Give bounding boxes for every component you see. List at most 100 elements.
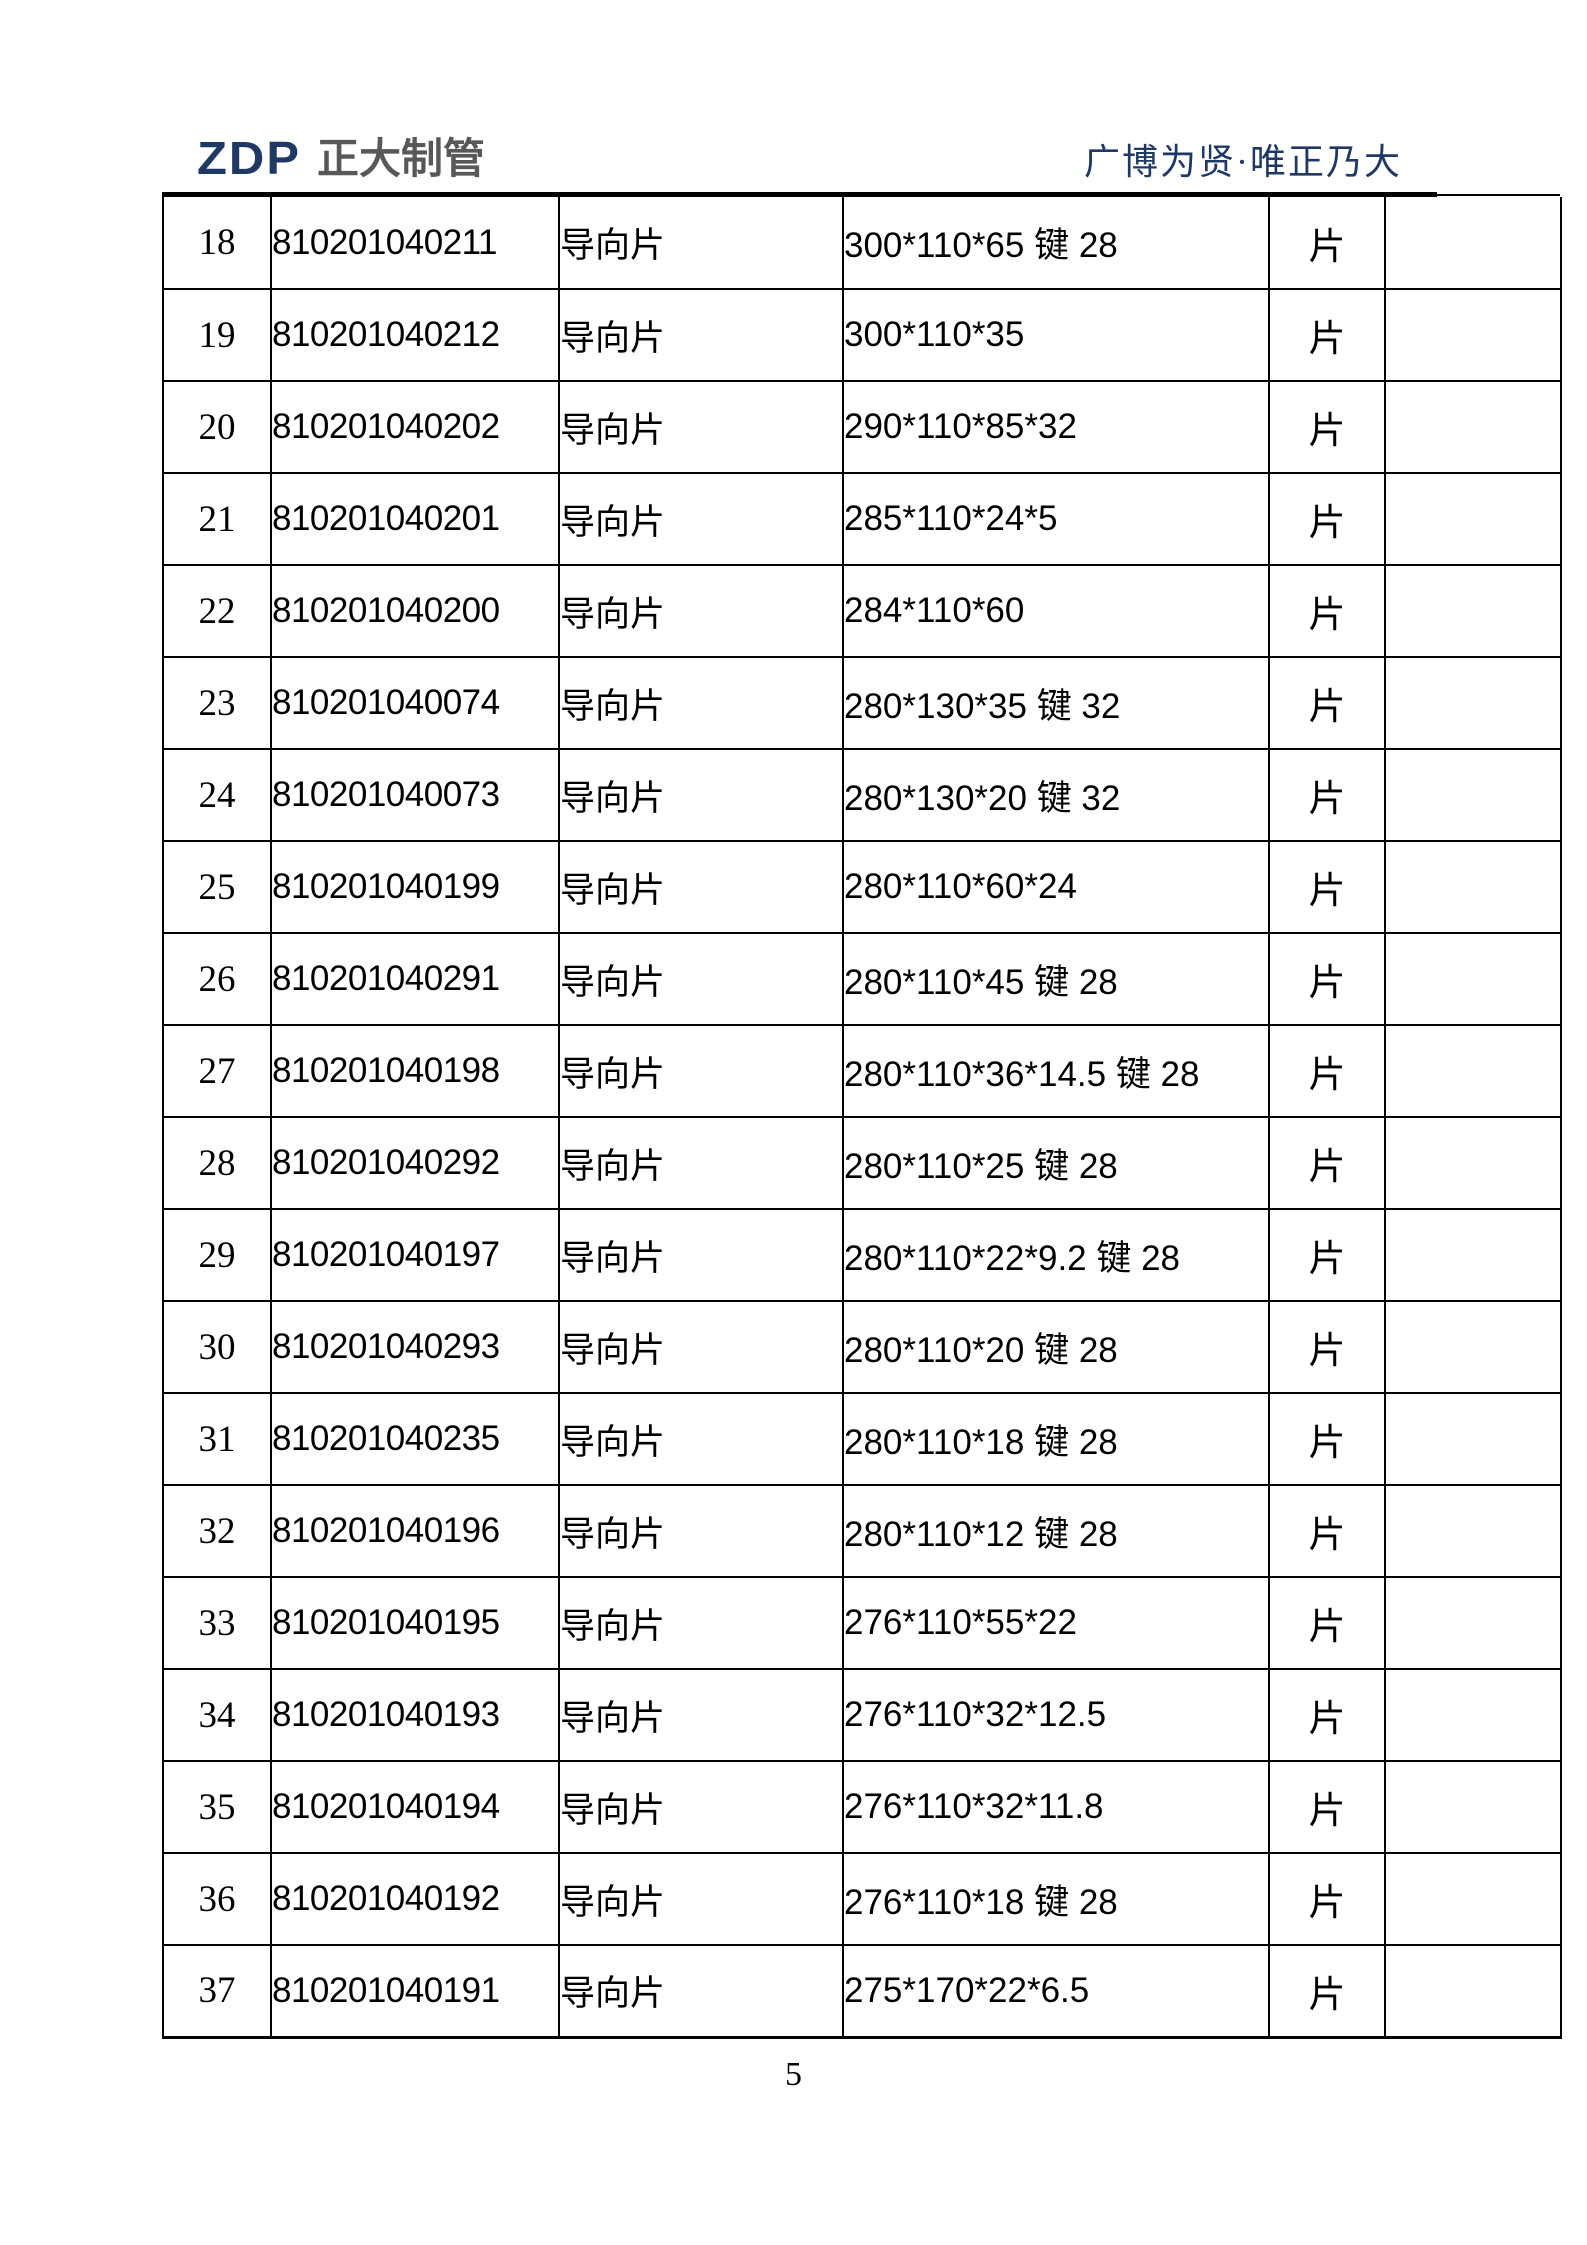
table-top-border-thin [1437, 194, 1560, 196]
remark-cell [1384, 1300, 1562, 1394]
part-spec-cell: 280*110*25 键 28 [842, 1116, 1270, 1210]
part-code-cell: 810201040201 [270, 472, 560, 566]
part-spec-cell: 284*110*60 [842, 564, 1270, 658]
part-spec-cell: 300*110*65 键 28 [842, 197, 1270, 290]
table-row: 32 810201040196 导向片 280*110*12 键 28 片 [162, 1484, 1562, 1578]
row-number-cell: 33 [162, 1576, 272, 1670]
part-code-cell: 810201040211 [270, 197, 560, 290]
table-row: 23 810201040074 导向片 280*130*35 键 32 片 [162, 656, 1562, 750]
part-spec-cell: 280*110*20 键 28 [842, 1300, 1270, 1394]
table-row: 37 810201040191 导向片 275*170*22*6.5 片 [162, 1944, 1562, 2039]
remark-cell [1384, 1576, 1562, 1670]
unit-cell: 片 [1268, 1024, 1386, 1118]
table-row: 33 810201040195 导向片 276*110*55*22 片 [162, 1576, 1562, 1670]
remark-cell [1384, 748, 1562, 842]
part-name-cell: 导向片 [558, 288, 844, 382]
part-spec-cell: 280*110*18 键 28 [842, 1392, 1270, 1486]
unit-cell: 片 [1268, 380, 1386, 474]
part-name-cell: 导向片 [558, 1944, 844, 2039]
remark-cell [1384, 197, 1562, 290]
part-spec-cell: 276*110*55*22 [842, 1576, 1270, 1670]
remark-cell [1384, 1024, 1562, 1118]
part-code-cell: 810201040195 [270, 1576, 560, 1670]
unit-cell: 片 [1268, 840, 1386, 934]
table-row: 28 810201040292 导向片 280*110*25 键 28 片 [162, 1116, 1562, 1210]
company-slogan: 广博为贤·唯正乃大 [1084, 142, 1402, 182]
table-row: 25 810201040199 导向片 280*110*60*24 片 [162, 840, 1562, 934]
row-number-cell: 30 [162, 1300, 272, 1394]
part-name-cell: 导向片 [558, 564, 844, 658]
table-row: 35 810201040194 导向片 276*110*32*11.8 片 [162, 1760, 1562, 1854]
parts-table: 18 810201040211 导向片 300*110*65 键 28 片 19… [162, 197, 1562, 2039]
table-top-border-thick [162, 192, 1437, 197]
part-spec-cell: 276*110*18 键 28 [842, 1852, 1270, 1946]
row-number-cell: 21 [162, 472, 272, 566]
part-name-cell: 导向片 [558, 1668, 844, 1762]
table-row: 21 810201040201 导向片 285*110*24*5 片 [162, 472, 1562, 566]
row-number-cell: 25 [162, 840, 272, 934]
part-spec-cell: 276*110*32*11.8 [842, 1760, 1270, 1854]
part-code-cell: 810201040291 [270, 932, 560, 1026]
part-code-cell: 810201040199 [270, 840, 560, 934]
remark-cell [1384, 1116, 1562, 1210]
unit-cell: 片 [1268, 1576, 1386, 1670]
row-number-cell: 34 [162, 1668, 272, 1762]
unit-cell: 片 [1268, 932, 1386, 1026]
part-spec-cell: 280*110*12 键 28 [842, 1484, 1270, 1578]
part-name-cell: 导向片 [558, 1576, 844, 1670]
table-row: 19 810201040212 导向片 300*110*35 片 [162, 288, 1562, 382]
part-code-cell: 810201040293 [270, 1300, 560, 1394]
row-number-cell: 35 [162, 1760, 272, 1854]
row-number-cell: 18 [162, 197, 272, 290]
remark-cell [1384, 1944, 1562, 2039]
part-spec-cell: 300*110*35 [842, 288, 1270, 382]
part-name-cell: 导向片 [558, 840, 844, 934]
part-spec-cell: 280*110*60*24 [842, 840, 1270, 934]
part-code-cell: 810201040198 [270, 1024, 560, 1118]
remark-cell [1384, 380, 1562, 474]
row-number-cell: 20 [162, 380, 272, 474]
part-spec-cell: 290*110*85*32 [842, 380, 1270, 474]
part-spec-cell: 285*110*24*5 [842, 472, 1270, 566]
unit-cell: 片 [1268, 1760, 1386, 1854]
row-number-cell: 36 [162, 1852, 272, 1946]
table-row: 24 810201040073 导向片 280*130*20 键 32 片 [162, 748, 1562, 842]
part-name-cell: 导向片 [558, 748, 844, 842]
table-row: 20 810201040202 导向片 290*110*85*32 片 [162, 380, 1562, 474]
row-number-cell: 24 [162, 748, 272, 842]
logo-zdp-text: ZDP [197, 133, 301, 185]
remark-cell [1384, 1760, 1562, 1854]
part-code-cell: 810201040235 [270, 1392, 560, 1486]
part-name-cell: 导向片 [558, 1852, 844, 1946]
part-name-cell: 导向片 [558, 1300, 844, 1394]
part-name-cell: 导向片 [558, 656, 844, 750]
part-name-cell: 导向片 [558, 197, 844, 290]
part-spec-cell: 280*110*45 键 28 [842, 932, 1270, 1026]
part-name-cell: 导向片 [558, 1024, 844, 1118]
part-name-cell: 导向片 [558, 1116, 844, 1210]
logo-company-name: 正大制管 [317, 135, 486, 182]
part-name-cell: 导向片 [558, 472, 844, 566]
unit-cell: 片 [1268, 748, 1386, 842]
unit-cell: 片 [1268, 1852, 1386, 1946]
row-number-cell: 19 [162, 288, 272, 382]
part-code-cell: 810201040196 [270, 1484, 560, 1578]
row-number-cell: 22 [162, 564, 272, 658]
part-name-cell: 导向片 [558, 1208, 844, 1302]
row-number-cell: 26 [162, 932, 272, 1026]
table-row: 22 810201040200 导向片 284*110*60 片 [162, 564, 1562, 658]
part-name-cell: 导向片 [558, 1760, 844, 1854]
unit-cell: 片 [1268, 1300, 1386, 1394]
part-code-cell: 810201040073 [270, 748, 560, 842]
unit-cell: 片 [1268, 1116, 1386, 1210]
table-row: 31 810201040235 导向片 280*110*18 键 28 片 [162, 1392, 1562, 1486]
remark-cell [1384, 472, 1562, 566]
part-code-cell: 810201040197 [270, 1208, 560, 1302]
part-code-cell: 810201040202 [270, 380, 560, 474]
table-row: 26 810201040291 导向片 280*110*45 键 28 片 [162, 932, 1562, 1026]
remark-cell [1384, 564, 1562, 658]
table-row: 30 810201040293 导向片 280*110*20 键 28 片 [162, 1300, 1562, 1394]
unit-cell: 片 [1268, 288, 1386, 382]
remark-cell [1384, 288, 1562, 382]
unit-cell: 片 [1268, 1484, 1386, 1578]
